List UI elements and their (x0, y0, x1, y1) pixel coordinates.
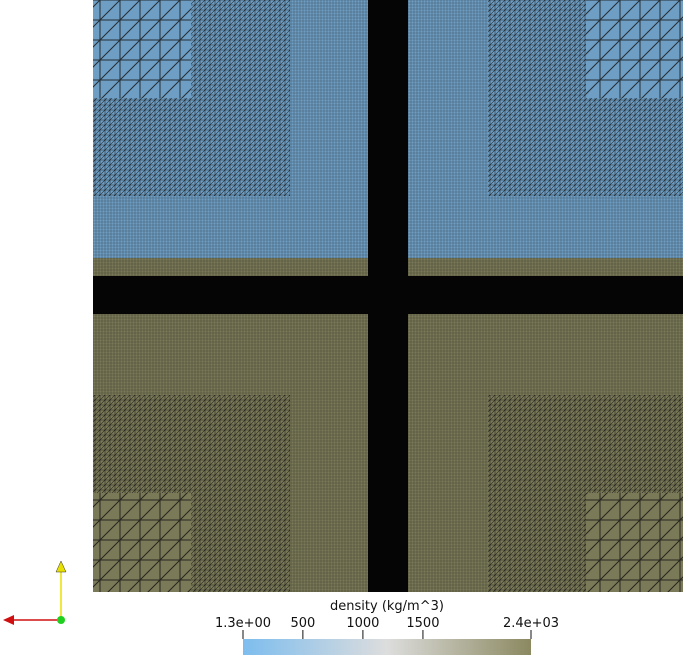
mesh-lines (290, 493, 368, 592)
colorbar-tick-label: 2.4e+03 (503, 616, 559, 631)
mesh-lines (290, 98, 368, 196)
mesh-lines (586, 196, 683, 258)
mesh-lines (93, 258, 191, 276)
mesh-lines (586, 98, 683, 196)
mesh-lines (290, 0, 368, 98)
mesh-block (191, 276, 290, 314)
colorbar-tick-label: 1.3e+00 (215, 616, 271, 631)
colorbar-tick-label: 500 (290, 616, 315, 631)
mesh-lines (488, 493, 586, 592)
mesh-lines (93, 395, 191, 493)
mesh-lines (93, 196, 191, 258)
mesh-block (488, 276, 586, 314)
mesh-lines (408, 0, 488, 98)
colorbar-title: density (kg/m^3) (330, 599, 444, 614)
mesh-lines (488, 258, 586, 276)
mesh-lines (586, 314, 683, 395)
mesh-block (368, 276, 408, 314)
mesh-lines (488, 196, 586, 258)
mesh-lines (408, 314, 488, 395)
mesh-lines (586, 258, 683, 276)
mesh-lines (488, 98, 586, 196)
mesh-lines (408, 493, 488, 592)
mesh-block (368, 0, 408, 98)
mesh-lines (191, 196, 290, 258)
mesh-block (368, 493, 408, 592)
mesh-lines (191, 314, 290, 395)
mesh-lines (408, 395, 488, 493)
mesh-lines (586, 0, 683, 98)
mesh-block (368, 395, 408, 493)
colorbar-tick-label: 1000 (346, 616, 379, 631)
mesh-block (408, 276, 488, 314)
colorbar (243, 639, 531, 655)
mesh-lines (290, 314, 368, 395)
mesh-block (368, 98, 408, 196)
mesh-block (290, 276, 368, 314)
color-legend: density (kg/m^3) 1.3e+00 500 1000 1500 2.4e+… (215, 599, 559, 655)
mesh-lines (191, 395, 290, 493)
mesh-lines (290, 258, 368, 276)
mesh-lines (191, 258, 290, 276)
mesh-lines (488, 314, 586, 395)
mesh-lines (290, 395, 368, 493)
mesh-lines (191, 493, 290, 592)
mesh-lines (93, 98, 191, 196)
mesh-lines (586, 493, 683, 592)
mesh-block (368, 314, 408, 395)
mesh-lines (408, 258, 488, 276)
mesh-lines (93, 0, 191, 98)
mesh-block (586, 276, 683, 314)
mesh-block (368, 258, 408, 276)
mesh-lines (408, 98, 488, 196)
mesh-lines (290, 196, 368, 258)
mesh-lines (488, 0, 586, 98)
orientation-axes (3, 560, 67, 625)
mesh-lines (93, 493, 191, 592)
colorbar-tick-label: 1500 (406, 616, 439, 631)
mesh (93, 0, 683, 592)
mesh-lines (488, 395, 586, 493)
mesh-lines (191, 98, 290, 196)
mesh-block (368, 196, 408, 258)
mesh-lines (93, 314, 191, 395)
mesh-lines (408, 196, 488, 258)
mesh-lines (586, 395, 683, 493)
mesh-block (93, 276, 191, 314)
mesh-lines (191, 0, 290, 98)
